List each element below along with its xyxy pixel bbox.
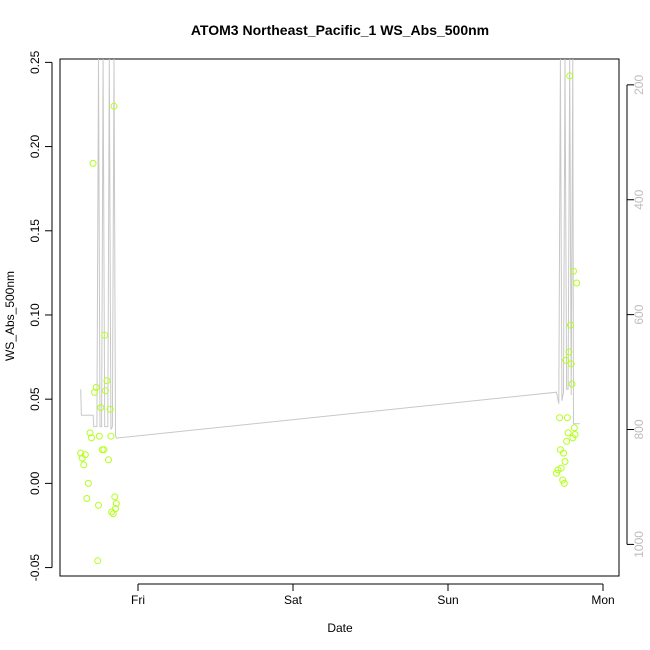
- x-axis: Fri Sat Sun Mon: [131, 583, 615, 607]
- data-point: [102, 387, 109, 395]
- points-layer: [77, 72, 581, 565]
- y-tick-label: 0.10: [28, 303, 42, 327]
- data-point: [573, 279, 581, 287]
- data-point: [107, 432, 115, 440]
- x-axis-label: Date: [327, 621, 353, 635]
- data-point: [563, 437, 571, 445]
- data-point: [557, 464, 565, 472]
- y2-tick-label: 200: [632, 75, 646, 95]
- data-point: [571, 431, 579, 438]
- y-tick-label: 0.15: [28, 219, 42, 243]
- data-point: [112, 500, 120, 508]
- data-point: [111, 493, 119, 501]
- data-point: [95, 501, 102, 509]
- data-point: [556, 414, 564, 422]
- x-tick-label: Sat: [284, 593, 303, 607]
- y-tick-label: 0.00: [28, 471, 42, 495]
- data-point: [562, 356, 570, 364]
- data-point: [94, 557, 102, 565]
- data-point: [80, 461, 88, 469]
- data-point: [95, 432, 103, 440]
- y2-tick-label: 800: [632, 419, 646, 439]
- data-point: [567, 360, 575, 368]
- data-point: [88, 434, 95, 442]
- data-point: [560, 479, 568, 487]
- data-point: [560, 449, 567, 457]
- y2-tick-label: 1000: [632, 531, 646, 558]
- plot-frame: [59, 58, 620, 577]
- x-tick-label: Mon: [591, 593, 614, 607]
- chart-title: ATOM3 Northeast_Pacific_1 WS_Abs_500nm: [191, 22, 489, 38]
- data-point: [112, 505, 119, 513]
- data-point: [108, 508, 116, 516]
- data-point: [84, 479, 92, 487]
- data-point: [86, 429, 94, 437]
- altitude-line-layer: [80, 58, 580, 439]
- data-point: [553, 469, 560, 477]
- y-axis: -0.05 0.00 0.05 0.10 0.15 0.20 0.25: [28, 50, 53, 582]
- data-point: [83, 495, 91, 502]
- data-point: [92, 383, 100, 391]
- data-point: [561, 458, 569, 465]
- data-point: [563, 414, 571, 422]
- y-axis-label: WS_Abs_500nm: [3, 271, 17, 361]
- y2-axis: 200 400 600 800 1000: [626, 75, 646, 558]
- data-point: [568, 380, 576, 388]
- data-point: [77, 449, 85, 457]
- data-point: [564, 429, 572, 437]
- y-tick-label: 0.25: [28, 50, 42, 74]
- y2-tick-label: 400: [632, 189, 646, 209]
- y2-tick-label: 600: [632, 304, 646, 324]
- y-tick-label: 0.05: [28, 387, 42, 411]
- y-tick-label: -0.05: [28, 554, 42, 582]
- data-point: [100, 446, 108, 454]
- y-tick-label: 0.20: [28, 135, 42, 159]
- data-point: [110, 102, 118, 110]
- x-tick-label: Fri: [131, 593, 145, 607]
- x-tick-label: Sun: [437, 593, 458, 607]
- data-point: [570, 424, 578, 432]
- data-point: [89, 159, 97, 167]
- data-point: [103, 377, 111, 385]
- data-point: [105, 456, 112, 464]
- data-point: [559, 476, 567, 484]
- data-point: [81, 451, 89, 459]
- data-point: [101, 331, 109, 339]
- data-point: [565, 348, 573, 356]
- data-point: [566, 72, 574, 80]
- data-point: [567, 321, 574, 329]
- data-point: [106, 405, 114, 413]
- series-line-altitude: [80, 58, 580, 439]
- data-point: [570, 267, 577, 275]
- data-point: [97, 404, 105, 412]
- data-point: [91, 388, 99, 396]
